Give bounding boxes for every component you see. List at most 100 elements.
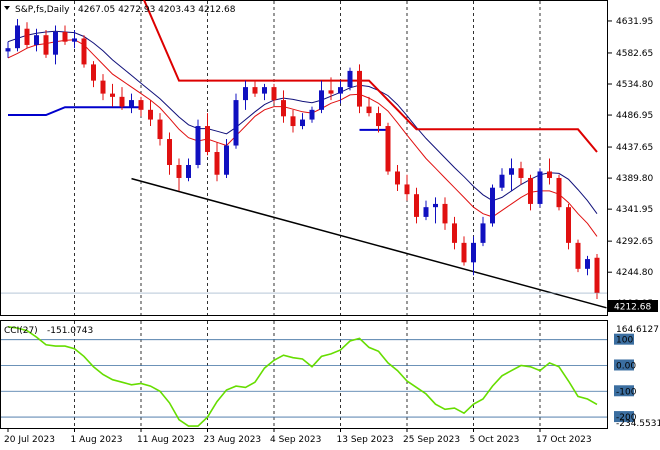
candle-body [347,70,353,88]
candle-body [385,126,391,172]
candle-body [528,177,533,204]
indicator-pane-frame [0,320,608,429]
candle [271,83,277,104]
y-tick-label: 4486.95 [616,111,653,121]
candle-body [119,96,125,107]
candle [167,132,172,175]
x-tick-label: 4 Sep 2023 [270,435,321,445]
candle [15,18,20,52]
candle [404,174,410,201]
symbol-label: S&P,fs,Daily [15,5,70,15]
candle [214,142,220,182]
candle-body [585,259,590,269]
cci-level-lines [1,339,607,418]
cci-level-tag [614,333,634,345]
candle-body [518,168,524,178]
candle-body [509,168,514,175]
candle-body [43,35,49,55]
candle [547,158,552,185]
candle [5,41,11,58]
x-tick-label: 23 Aug 2023 [204,435,262,445]
candle-body [461,242,467,263]
dropdown-triangle-icon[interactable] [4,6,10,10]
candle [433,197,438,224]
candle-body [157,119,163,140]
candle-body [480,223,486,243]
vertical-gridlines [74,1,541,428]
candle-body [290,116,296,127]
y-tick-label: 4437.65 [616,143,653,153]
candle-body [357,70,362,107]
candle [385,122,391,175]
candle [537,168,543,208]
candle-body [72,38,77,42]
candle [338,80,343,104]
candle [319,80,324,114]
candle [328,77,334,101]
candle [53,25,58,65]
candle-body [5,48,11,52]
y-tick-label: 4389.80 [616,174,653,184]
candle-body [300,119,305,127]
candle-body [53,31,58,55]
candle [395,164,400,191]
candle [148,100,153,127]
candle [205,113,210,156]
candle-body [15,25,20,49]
candle [509,158,514,191]
candle [442,197,448,230]
date-axis: 20 Jul 2023 1 Aug 2023 11 Aug 2023 23 Aug 2… [4,428,592,445]
candle [499,168,505,191]
candle-body [138,100,144,110]
x-tick-label: 13 Sep 2023 [337,435,394,445]
candle-body [129,100,134,107]
candle-body [281,100,286,117]
trendline [131,177,607,309]
candles [5,18,600,300]
cci-level-tag [614,385,634,397]
candle [556,174,562,211]
x-tick-label: 17 Oct 2023 [536,435,592,445]
candle [414,187,419,224]
candle-body [471,242,476,263]
candle-body [62,31,68,42]
support-step-line [8,106,141,116]
cci-axis: 100 0.00 -100 -200 [614,333,637,423]
candle-body [423,207,429,217]
candle [575,239,581,273]
candle-body [110,93,115,97]
candle [566,203,571,250]
cci-line [7,326,598,427]
last-price-tag [608,300,658,312]
cci-value-label: -151.0743 [47,326,93,336]
x-tick-label: 25 Sep 2023 [403,435,460,445]
candle-body [547,171,552,178]
candle [290,109,296,133]
candle-body [452,223,457,243]
candle [300,113,305,130]
last-price-label: 4212.68 [614,303,651,313]
candle [100,74,106,101]
candle [224,139,229,178]
y-tick-label: 4341.95 [616,205,653,215]
resistance-step-line [142,0,598,153]
y-tick-label: 4631.95 [616,17,653,27]
cci-line-path [7,326,598,427]
y-tick-label: 4244.80 [616,268,653,278]
candle-body [404,184,410,195]
x-tick-label: 1 Aug 2023 [71,435,123,445]
candle-body [214,152,220,175]
candle [262,83,267,101]
candle-body [224,145,229,175]
candle-body [556,177,562,208]
cci-level-tag [614,411,634,423]
cci-level-label: 0.00 [616,361,636,371]
candle [594,253,600,300]
x-tick-label: 5 Oct 2023 [470,435,520,445]
candle-body [366,106,372,114]
candle [518,161,524,185]
indicator-series [7,0,607,309]
candle [195,119,201,169]
candle-body [328,90,334,94]
